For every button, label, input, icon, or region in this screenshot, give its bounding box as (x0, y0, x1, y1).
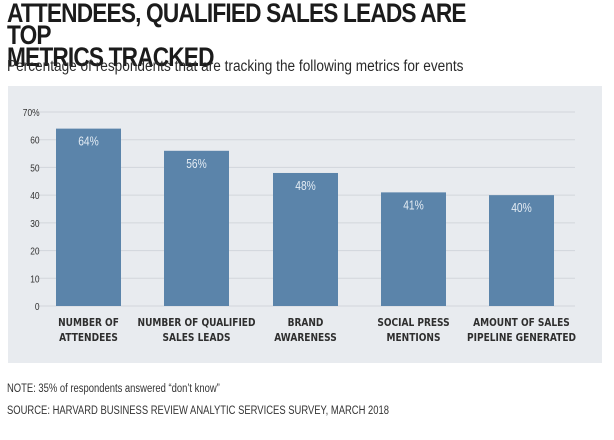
bar (164, 150, 229, 306)
y-tick-label: 30 (30, 218, 39, 230)
chart-title-line-1: ATTENDEES, QUALIFIED SALES LEADS ARE TOP (7, 0, 467, 50)
x-tick-label: PIPELINE GENERATED (467, 332, 576, 344)
x-tick-label: AWARENESS (274, 332, 337, 344)
y-tick-label: 60 (30, 135, 39, 147)
x-tick-label: ATTENDEES (59, 332, 118, 344)
bar (381, 192, 446, 306)
bar (273, 172, 338, 306)
x-tick-label: SALES LEADS (163, 332, 231, 344)
y-tick-label: 70% (23, 107, 40, 119)
data-label: 64% (78, 136, 99, 149)
x-tick-label: SOCIAL PRESS (377, 317, 449, 329)
bar (489, 195, 554, 306)
data-labels: 64% 56% 48% 41% 40% (78, 136, 532, 216)
y-axis-ticks: 0 10 20 30 40 50 60 70% (23, 107, 40, 313)
chart-note: NOTE: 35% of respondents answered “don’t… (7, 383, 220, 395)
y-tick-label: 10 (30, 273, 39, 285)
data-label: 48% (295, 180, 316, 193)
data-label: 40% (511, 202, 532, 215)
chart-title-line-2: METRICS TRACKED (7, 42, 214, 72)
data-label: 41% (403, 200, 424, 213)
x-axis-labels: NUMBER OF ATTENDEES NUMBER OF QUALIFIED SAL… (58, 317, 576, 344)
x-tick-label: NUMBER OF (58, 317, 119, 329)
data-label: 56% (186, 158, 207, 171)
bar (56, 128, 121, 306)
chart-title: ATTENDEES, QUALIFIED SALES LEADS ARE TOP… (7, 0, 511, 72)
y-tick-label: 0 (35, 301, 40, 313)
x-tick-label: AMOUNT OF SALES (473, 317, 570, 329)
y-tick-label: 20 (30, 246, 39, 258)
chart-source: SOURCE: HARVARD BUSINESS REVIEW ANALYTIC… (7, 405, 390, 417)
x-tick-label: MENTIONS (387, 332, 441, 344)
y-tick-label: 50 (30, 163, 39, 175)
x-tick-label: BRAND (288, 317, 324, 329)
bars (56, 128, 554, 306)
y-tick-label: 40 (30, 190, 39, 202)
chart-subtitle: Percentage of respondents that are track… (7, 58, 464, 75)
x-tick-label: NUMBER OF QUALIFIED (138, 317, 256, 329)
